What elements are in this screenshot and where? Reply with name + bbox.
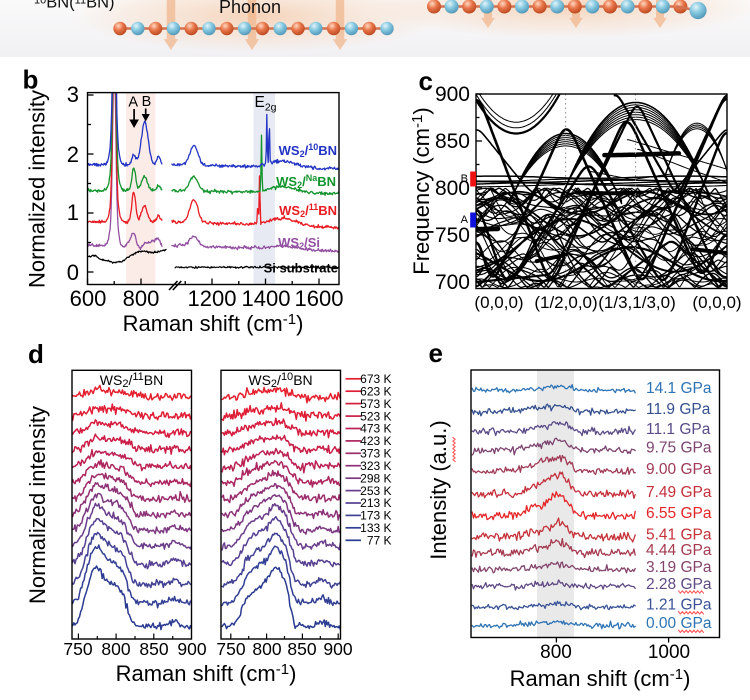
svg-text:600: 600 <box>70 286 107 311</box>
svg-text:1000: 1000 <box>648 642 690 663</box>
svg-text:800: 800 <box>435 177 470 200</box>
svg-text:3.19 GPa: 3.19 GPa <box>646 559 712 576</box>
svg-text:1: 1 <box>67 200 79 225</box>
svg-text:B: B <box>461 173 468 185</box>
svg-text:750: 750 <box>216 639 245 659</box>
svg-text:850: 850 <box>435 130 470 153</box>
svg-text:1600: 1600 <box>295 286 344 311</box>
svg-text:B: B <box>142 94 152 110</box>
svg-text:Raman shift (cm-1): Raman shift (cm-1) <box>510 666 691 691</box>
svg-text:Normalized intensity: Normalized intensity <box>25 90 50 288</box>
svg-text:WS2/Si: WS2/Si <box>278 235 320 251</box>
svg-text:9.75 GPa: 9.75 GPa <box>646 440 712 457</box>
svg-text:2.28 GPa: 2.28 GPa <box>646 576 712 593</box>
svg-text:Intensity (a.u.): Intensity (a.u.) <box>426 420 451 559</box>
svg-text:850: 850 <box>139 639 168 659</box>
svg-text:77 K: 77 K <box>367 534 392 548</box>
svg-text:573 K: 573 K <box>360 397 391 411</box>
svg-text:900: 900 <box>435 83 470 106</box>
svg-text:800: 800 <box>123 286 160 311</box>
svg-text:700: 700 <box>435 271 470 294</box>
svg-text:d: d <box>28 339 44 369</box>
svg-text:b: b <box>23 65 39 95</box>
svg-text:Normalized intensity: Normalized intensity <box>25 406 50 604</box>
svg-text:5.41 GPa: 5.41 GPa <box>646 526 712 543</box>
svg-text:3: 3 <box>67 82 79 107</box>
svg-text:7.49 GPa: 7.49 GPa <box>646 484 712 501</box>
svg-text:523 K: 523 K <box>360 409 391 423</box>
svg-text:WS2/10BN: WS2/10BN <box>279 142 337 159</box>
svg-text:133 K: 133 K <box>360 521 391 535</box>
svg-text:0: 0 <box>67 260 79 285</box>
svg-text:WS2/11BN: WS2/11BN <box>100 371 163 390</box>
svg-text:673 K: 673 K <box>360 372 391 386</box>
svg-text:c: c <box>419 66 433 96</box>
svg-text:800: 800 <box>540 642 572 663</box>
svg-text:(1/3,1/3,0): (1/3,1/3,0) <box>598 293 676 312</box>
svg-text:9.00 GPa: 9.00 GPa <box>646 461 712 478</box>
svg-text:800: 800 <box>101 639 130 659</box>
svg-text:1.21 GPa: 1.21 GPa <box>646 597 712 614</box>
svg-text:11.9 GPa: 11.9 GPa <box>646 401 711 418</box>
svg-text:213 K: 213 K <box>360 496 391 510</box>
svg-text:A: A <box>461 214 469 226</box>
svg-text:850: 850 <box>287 639 316 659</box>
svg-text:623 K: 623 K <box>360 384 391 398</box>
svg-text:323 K: 323 K <box>360 459 391 473</box>
svg-text:e: e <box>429 338 443 368</box>
svg-text:173 K: 173 K <box>360 509 391 523</box>
svg-text:Raman shift (cm-1): Raman shift (cm-1) <box>116 661 297 686</box>
svg-text:473 K: 473 K <box>360 422 391 436</box>
svg-text:900: 900 <box>177 639 206 659</box>
svg-text:(0,0,0): (0,0,0) <box>474 293 523 312</box>
svg-text:373 K: 373 K <box>360 447 391 461</box>
svg-text:Frequency (cm-1): Frequency (cm-1) <box>409 107 434 274</box>
svg-text:WS2/NaBN: WS2/NaBN <box>276 173 336 190</box>
svg-text:Phonon: Phonon <box>219 0 281 17</box>
svg-text:298 K: 298 K <box>360 471 391 485</box>
svg-text:423 K: 423 K <box>360 434 391 448</box>
svg-text:1400: 1400 <box>242 286 291 311</box>
svg-text:800: 800 <box>252 639 281 659</box>
svg-text:2: 2 <box>67 142 79 167</box>
svg-text:11.1 GPa: 11.1 GPa <box>646 421 711 438</box>
svg-text:Si substrate: Si substrate <box>264 261 338 276</box>
svg-text:0.00 GPa: 0.00 GPa <box>646 615 712 632</box>
svg-text:WS2/10BN: WS2/10BN <box>248 371 312 390</box>
svg-text:750: 750 <box>435 224 470 247</box>
svg-text:WS2/11BN: WS2/11BN <box>279 202 337 219</box>
svg-text:(1/2,0,0): (1/2,0,0) <box>534 293 597 312</box>
svg-text:A: A <box>128 95 138 111</box>
svg-text:(0,0,0): (0,0,0) <box>692 293 741 312</box>
svg-text:10BN(11BN): 10BN(11BN) <box>34 0 115 12</box>
svg-text:Raman shift (cm-1): Raman shift (cm-1) <box>123 311 304 336</box>
svg-text:253 K: 253 K <box>360 484 391 498</box>
svg-text:14.1 GPa: 14.1 GPa <box>646 380 712 397</box>
svg-text:1200: 1200 <box>188 286 237 311</box>
svg-text:6.55 GPa: 6.55 GPa <box>646 505 712 522</box>
svg-text:900: 900 <box>323 639 352 659</box>
svg-text:4.44 GPa: 4.44 GPa <box>646 542 712 559</box>
svg-text:750: 750 <box>63 639 92 659</box>
